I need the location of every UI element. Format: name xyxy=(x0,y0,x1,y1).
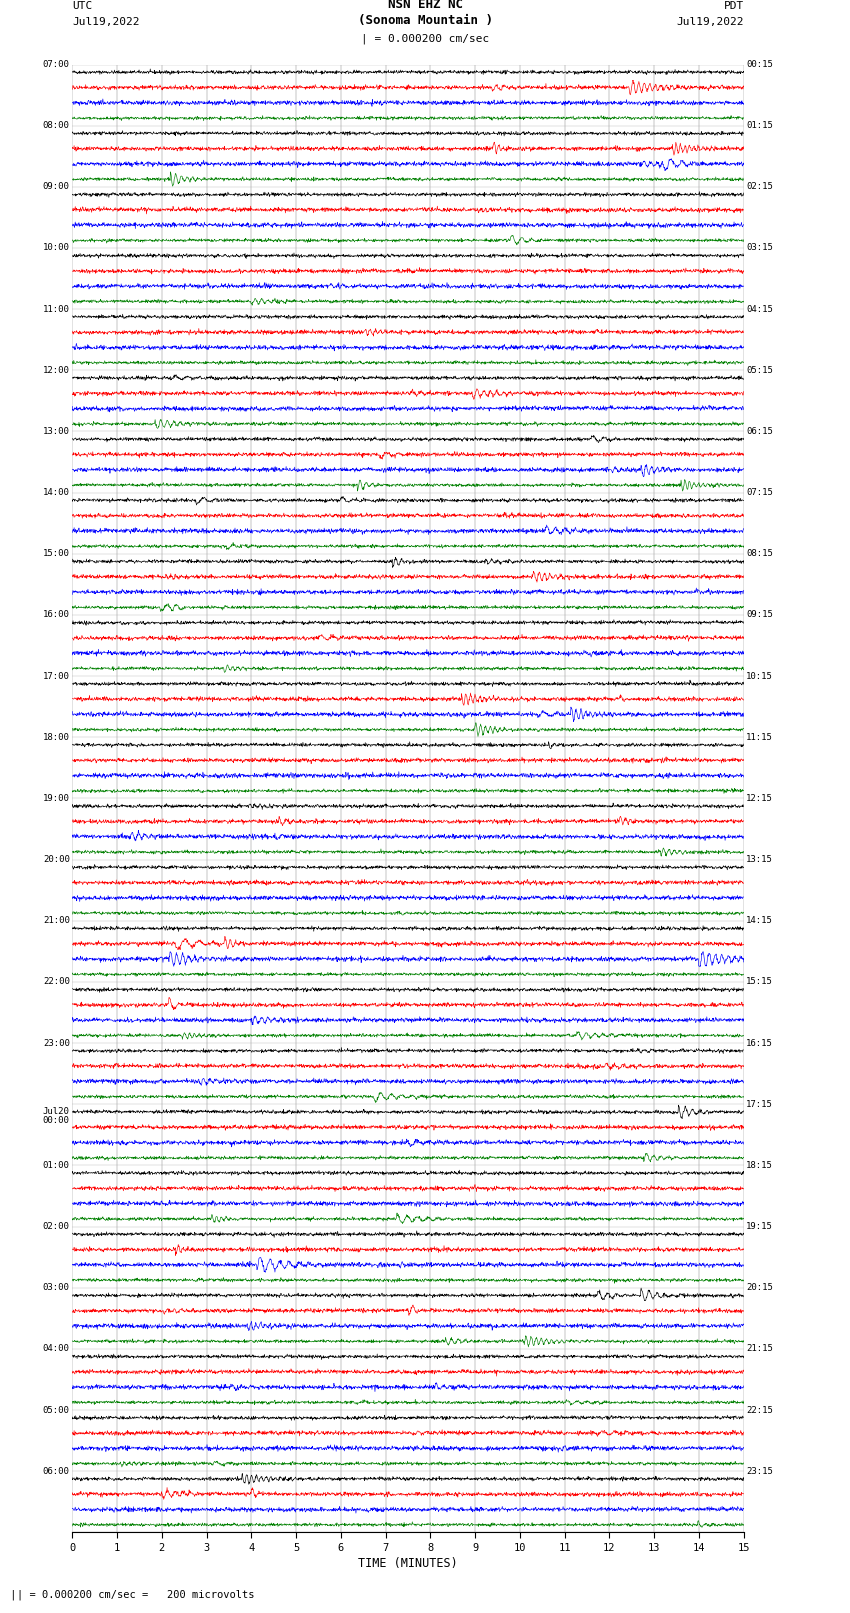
Text: 20:15: 20:15 xyxy=(746,1284,774,1292)
Text: 15:00: 15:00 xyxy=(42,550,70,558)
Text: 18:15: 18:15 xyxy=(746,1161,774,1169)
Text: 08:15: 08:15 xyxy=(746,550,774,558)
Text: Jul20: Jul20 xyxy=(42,1108,70,1116)
Text: 06:15: 06:15 xyxy=(746,427,774,436)
Text: 23:00: 23:00 xyxy=(42,1039,70,1047)
Text: 08:00: 08:00 xyxy=(42,121,70,131)
Text: 12:00: 12:00 xyxy=(42,366,70,374)
Text: Jul19,2022: Jul19,2022 xyxy=(72,18,139,27)
Text: 17:00: 17:00 xyxy=(42,671,70,681)
Text: 04:15: 04:15 xyxy=(746,305,774,313)
Text: 21:00: 21:00 xyxy=(42,916,70,926)
Text: 16:15: 16:15 xyxy=(746,1039,774,1047)
Text: 09:15: 09:15 xyxy=(746,610,774,619)
Text: 03:15: 03:15 xyxy=(746,244,774,253)
Text: 13:15: 13:15 xyxy=(746,855,774,865)
Text: 01:00: 01:00 xyxy=(42,1161,70,1169)
Text: 07:00: 07:00 xyxy=(42,60,70,69)
Text: 16:00: 16:00 xyxy=(42,610,70,619)
Text: 01:15: 01:15 xyxy=(746,121,774,131)
Text: 22:00: 22:00 xyxy=(42,977,70,987)
Text: 03:00: 03:00 xyxy=(42,1284,70,1292)
Text: 19:15: 19:15 xyxy=(746,1223,774,1231)
Text: NSN EHZ NC: NSN EHZ NC xyxy=(388,0,462,11)
Text: UTC: UTC xyxy=(72,2,93,11)
Text: 18:00: 18:00 xyxy=(42,732,70,742)
Text: 00:15: 00:15 xyxy=(746,60,774,69)
Text: 04:00: 04:00 xyxy=(42,1344,70,1353)
Text: 10:00: 10:00 xyxy=(42,244,70,253)
Text: 11:15: 11:15 xyxy=(746,732,774,742)
Text: 00:00: 00:00 xyxy=(42,1116,70,1124)
Text: 23:15: 23:15 xyxy=(746,1466,774,1476)
Text: (Sonoma Mountain ): (Sonoma Mountain ) xyxy=(358,15,492,27)
Text: 13:00: 13:00 xyxy=(42,427,70,436)
X-axis label: TIME (MINUTES): TIME (MINUTES) xyxy=(358,1557,458,1569)
Text: | = 0.000200 cm/sec =   200 microvolts: | = 0.000200 cm/sec = 200 microvolts xyxy=(17,1589,254,1600)
Text: PDT: PDT xyxy=(723,2,744,11)
Text: 10:15: 10:15 xyxy=(746,671,774,681)
Text: | = 0.000200 cm/sec: | = 0.000200 cm/sec xyxy=(361,32,489,44)
Text: 20:00: 20:00 xyxy=(42,855,70,865)
Text: 05:15: 05:15 xyxy=(746,366,774,374)
Text: 02:00: 02:00 xyxy=(42,1223,70,1231)
Text: |: | xyxy=(9,1589,16,1600)
Text: Jul19,2022: Jul19,2022 xyxy=(677,18,744,27)
Text: 12:15: 12:15 xyxy=(746,794,774,803)
Text: 15:15: 15:15 xyxy=(746,977,774,987)
Text: 17:15: 17:15 xyxy=(746,1100,774,1108)
Text: 02:15: 02:15 xyxy=(746,182,774,192)
Text: 14:15: 14:15 xyxy=(746,916,774,926)
Text: 07:15: 07:15 xyxy=(746,489,774,497)
Text: 14:00: 14:00 xyxy=(42,489,70,497)
Text: 06:00: 06:00 xyxy=(42,1466,70,1476)
Text: 11:00: 11:00 xyxy=(42,305,70,313)
Text: 22:15: 22:15 xyxy=(746,1405,774,1415)
Text: 19:00: 19:00 xyxy=(42,794,70,803)
Text: 21:15: 21:15 xyxy=(746,1344,774,1353)
Text: 05:00: 05:00 xyxy=(42,1405,70,1415)
Text: 09:00: 09:00 xyxy=(42,182,70,192)
